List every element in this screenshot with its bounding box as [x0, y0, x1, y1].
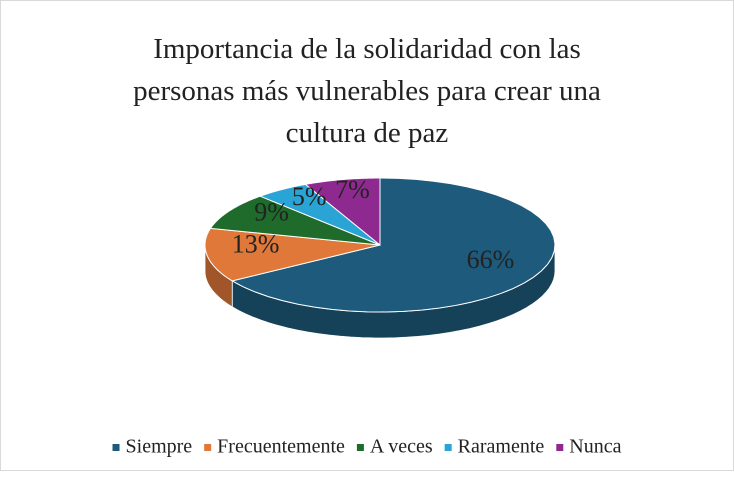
slice	[304, 177, 381, 247]
slice	[258, 183, 381, 246]
slice	[230, 177, 556, 313]
legend-label: Frecuentemente	[217, 436, 345, 458]
data-label: 9%	[254, 197, 289, 226]
legend-swatch	[444, 444, 452, 451]
data-label: 7%	[335, 175, 370, 204]
legend-swatch	[356, 444, 364, 451]
slice	[204, 227, 381, 282]
slice	[209, 195, 381, 246]
data-label: 5%	[292, 182, 327, 211]
legend-label: Nunca	[569, 436, 621, 458]
legend-label: Siempre	[126, 436, 193, 458]
data-label: 13%	[232, 230, 280, 259]
legend-swatch	[112, 444, 120, 451]
legend-label: Raramente	[458, 436, 545, 458]
legend: Siempre Frecuentemente A veces Raramente Nun…	[112, 436, 622, 458]
legend-label: A veces	[370, 436, 433, 458]
chart-title: Importancia de la solidaridad con las pe…	[133, 33, 601, 149]
legend-swatch	[556, 444, 564, 451]
data-label: 66%	[467, 245, 515, 274]
legend-swatch	[204, 444, 212, 451]
